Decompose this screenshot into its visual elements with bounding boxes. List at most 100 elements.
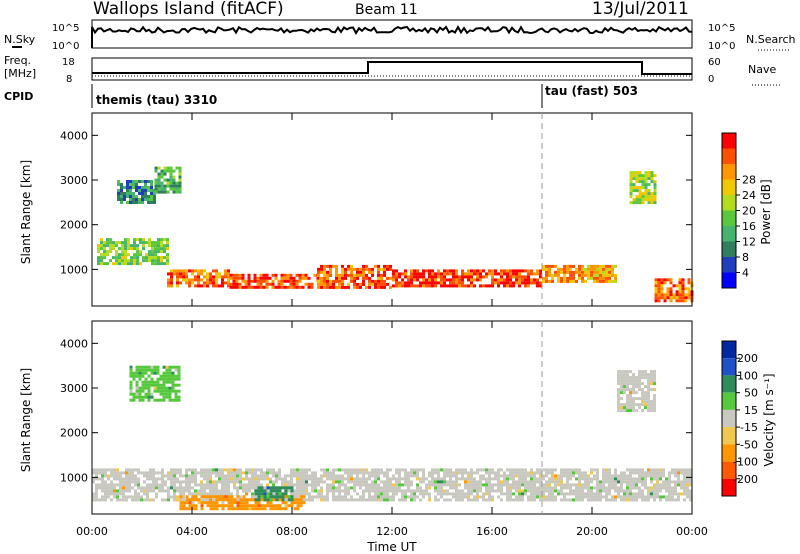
data-cell (323, 474, 326, 478)
data-cell (440, 495, 443, 499)
data-cell (647, 192, 651, 196)
data-cell (455, 480, 458, 484)
data-cell (443, 483, 446, 487)
data-cell (500, 483, 503, 487)
data-cell (410, 492, 413, 496)
data-cell (154, 259, 157, 263)
data-cell (434, 281, 437, 285)
data-cell (148, 250, 151, 254)
data-cell (326, 486, 329, 490)
data-cell (644, 394, 647, 398)
data-cell (191, 492, 194, 496)
data-cell (569, 264, 572, 268)
data-cell (136, 238, 139, 242)
data-cell (536, 495, 539, 499)
data-cell (290, 474, 293, 478)
data-cell (386, 276, 389, 280)
data-cell (374, 471, 377, 475)
data-cell (641, 198, 645, 202)
data-cell (515, 489, 518, 493)
data-cell (660, 296, 664, 300)
data-cell (170, 483, 173, 487)
data-cell (458, 468, 461, 472)
data-cell (281, 495, 285, 499)
data-cell (626, 492, 629, 496)
data-cell (467, 492, 470, 496)
freq-tick-top: 18 (62, 57, 75, 68)
data-cell (383, 492, 386, 496)
data-cell (281, 480, 284, 484)
data-cell (425, 281, 428, 285)
data-cell (584, 492, 587, 496)
data-cell (106, 250, 109, 254)
data-cell (386, 486, 389, 490)
data-cell (548, 489, 551, 493)
data-cell (515, 498, 518, 502)
data-cell (620, 489, 623, 493)
data-cell (138, 374, 142, 378)
data-cell (524, 471, 527, 475)
data-cell (149, 471, 152, 475)
data-cell (224, 483, 227, 487)
data-cell (686, 489, 689, 493)
data-cell (678, 281, 682, 285)
data-cell (635, 385, 638, 389)
data-cell (566, 279, 569, 283)
data-cell (407, 489, 410, 493)
data-cell (497, 284, 500, 288)
data-cell (168, 365, 172, 369)
data-cell (150, 380, 154, 384)
data-cell (110, 468, 113, 472)
data-cell (563, 471, 566, 475)
data-cell (596, 477, 599, 481)
data-cell (200, 278, 203, 282)
data-cell (284, 501, 288, 505)
data-cell (173, 498, 176, 502)
x-axis-label: Time UT (366, 540, 417, 554)
data-cell (116, 477, 119, 481)
data-cell (401, 272, 404, 276)
data-cell (635, 177, 639, 181)
data-cell (259, 282, 263, 286)
data-cell (278, 507, 282, 511)
data-cell (431, 468, 434, 472)
data-cell (401, 477, 404, 481)
data-cell (147, 383, 151, 387)
data-cell (476, 495, 479, 499)
data-cell (167, 477, 170, 481)
data-cell (135, 180, 138, 183)
data-cell (494, 281, 497, 285)
data-cell (236, 489, 239, 493)
data-cell (491, 489, 494, 493)
data-cell (320, 474, 323, 478)
data-cell (132, 180, 135, 183)
data-cell (113, 468, 116, 472)
data-cell (681, 287, 685, 291)
data-cell (320, 489, 323, 493)
data-cell (178, 190, 182, 194)
data-cell (419, 489, 422, 493)
data-cell (587, 498, 590, 502)
data-cell (644, 195, 648, 199)
data-cell (677, 498, 680, 502)
data-cell (100, 259, 103, 263)
data-cell (488, 471, 491, 475)
data-cell (221, 495, 225, 499)
data-cell (311, 480, 314, 484)
data-cell (666, 278, 670, 282)
colorbar-tick-label: -100 (733, 456, 758, 469)
data-cell (350, 471, 353, 475)
data-cell (293, 489, 296, 493)
data-cell (653, 492, 656, 496)
data-cell (166, 178, 170, 182)
data-cell (410, 281, 413, 285)
data-cell (464, 486, 467, 490)
data-cell (620, 477, 623, 481)
data-cell (545, 480, 548, 484)
data-cell (150, 201, 153, 204)
data-cell (269, 468, 272, 472)
data-cell (629, 474, 632, 478)
data-cell (614, 495, 617, 499)
y-tick-label: 3000 (60, 174, 88, 187)
data-cell (536, 284, 539, 288)
